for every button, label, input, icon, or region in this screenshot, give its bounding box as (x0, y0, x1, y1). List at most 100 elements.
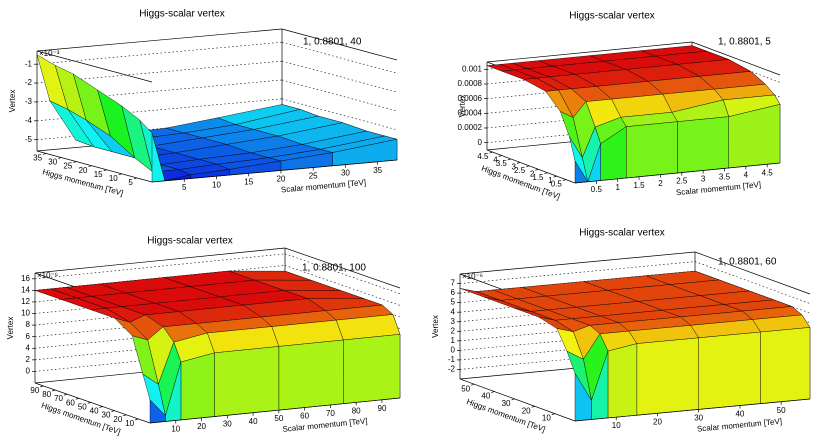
grid-line (36, 41, 283, 65)
x-tick-label: 10 (612, 421, 621, 430)
x-tick-label: 80 (352, 406, 361, 415)
y-tick (88, 165, 92, 168)
axis-line (694, 251, 811, 295)
x-tick-label: 15 (244, 177, 253, 186)
y-tick-label: 5 (128, 178, 133, 187)
x-tick-label: 30 (341, 169, 350, 178)
axis-line (149, 397, 401, 424)
z-tick-label: 0 (451, 345, 456, 354)
x-tick-label: 25 (309, 172, 318, 181)
z-tick-label: -3 (25, 97, 33, 106)
y-tick (40, 385, 44, 388)
y-tick (58, 157, 62, 159)
y-tick (99, 406, 103, 408)
y-tick-label: 50 (461, 384, 470, 393)
y-tick-label: 1.5 (532, 173, 544, 182)
grid-line (281, 60, 398, 93)
z-tick-label: 0.0002 (458, 123, 483, 132)
axis-line (36, 50, 153, 83)
z-tick-label: 5 (451, 298, 456, 307)
surface-skirt (677, 116, 729, 174)
y-tick-label: 10 (109, 174, 118, 183)
y-tick (63, 393, 68, 396)
grid-line (281, 79, 398, 112)
y-tick (531, 405, 535, 408)
z-tick-label: 2 (451, 326, 456, 335)
y-tick (123, 414, 127, 417)
z-axis-label: Vertex (458, 95, 467, 118)
z-tick-label: 7 (451, 279, 456, 288)
x-axis-label: Scalar momentum [TeV] (697, 417, 783, 434)
y-tick (511, 398, 515, 401)
axis-line (486, 41, 693, 63)
y-tick (471, 383, 475, 386)
grid-line (694, 261, 811, 304)
surface-skirt (698, 331, 761, 410)
axis-line (34, 247, 286, 274)
y-tick-label: 10 (125, 419, 134, 428)
y-tick (516, 162, 521, 164)
z-tick-label: -5 (25, 135, 33, 144)
y-tick-label: 40 (90, 407, 99, 416)
z-exponent: ×10⁻⁶ (37, 271, 58, 280)
grid-line (284, 253, 401, 295)
z-tick-label: 3 (451, 317, 456, 326)
y-tick (551, 413, 555, 415)
legend: 1, 0.8801, 5 (718, 37, 771, 48)
y-tick-label: 50 (78, 402, 87, 411)
z-tick-label: -2 (25, 78, 33, 87)
z-tick-label: 14 (21, 285, 30, 294)
surface-skirt (607, 343, 638, 419)
grid-line (284, 265, 401, 306)
y-tick-label: 20 (79, 166, 88, 175)
chart-title: Higgs-scalar vertex (569, 11, 655, 22)
y-tick (526, 165, 530, 168)
z-tick-label: 2 (26, 355, 31, 364)
y-tick (562, 179, 566, 181)
y-tick (498, 155, 502, 157)
z-tick-label: 0.0008 (458, 79, 483, 88)
y-tick (103, 169, 107, 172)
z-tick-label: -2 (448, 365, 456, 374)
legend: 1, 0.8801, 40 (303, 37, 362, 48)
y-tick-label: 1 (548, 176, 553, 185)
y-tick (118, 173, 122, 176)
y-tick-label: 2.5 (514, 166, 526, 175)
surface-skirt (180, 352, 215, 421)
x-tick-label: 20 (197, 422, 206, 431)
x-tick-label: 20 (653, 417, 662, 426)
y-tick (42, 153, 47, 155)
y-tick-label: 3.5 (496, 159, 508, 168)
x-tick-label: 60 (300, 412, 309, 421)
y-tick-label: 20 (522, 406, 531, 415)
y-tick (52, 389, 56, 392)
z-tick-label: 0 (26, 367, 31, 376)
y-tick-label: 15 (94, 170, 103, 179)
y-tick (73, 161, 77, 163)
z-axis-label: Vertex (431, 315, 440, 338)
y-tick (491, 391, 495, 393)
x-tick-label: 3 (701, 175, 706, 184)
y-tick (489, 151, 493, 154)
x-tick-label: 30 (694, 414, 703, 423)
grid-line (34, 253, 286, 280)
y-tick-label: 70 (54, 394, 63, 403)
axis-line (36, 150, 153, 183)
x-tick-label: 30 (223, 419, 232, 428)
y-tick-label: 80 (42, 390, 51, 399)
z-tick-label: 1 (451, 336, 456, 345)
y-tick (133, 177, 137, 180)
surface-skirt (343, 334, 401, 404)
panel: Higgs-scalar vertex 1, 0.8801, 5 0 0.0002 0.… (458, 11, 781, 201)
chart-title: Higgs-scalar vertex (139, 9, 225, 20)
z-tick-label: 0.0006 (458, 94, 483, 103)
y-tick-label: 90 (30, 386, 39, 395)
z-tick-label: -1 (25, 59, 33, 68)
x-tick-label: 40 (735, 410, 744, 419)
z-tick-label: 0 (478, 138, 483, 147)
x-tick-label: 4 (744, 170, 749, 179)
y-tick-label: 0.5 (551, 180, 563, 189)
panel: Higgs-scalar vertex 1, 0.8801, 100 0 2 4 6 8 10… (6, 236, 401, 437)
axis-line (36, 28, 283, 52)
